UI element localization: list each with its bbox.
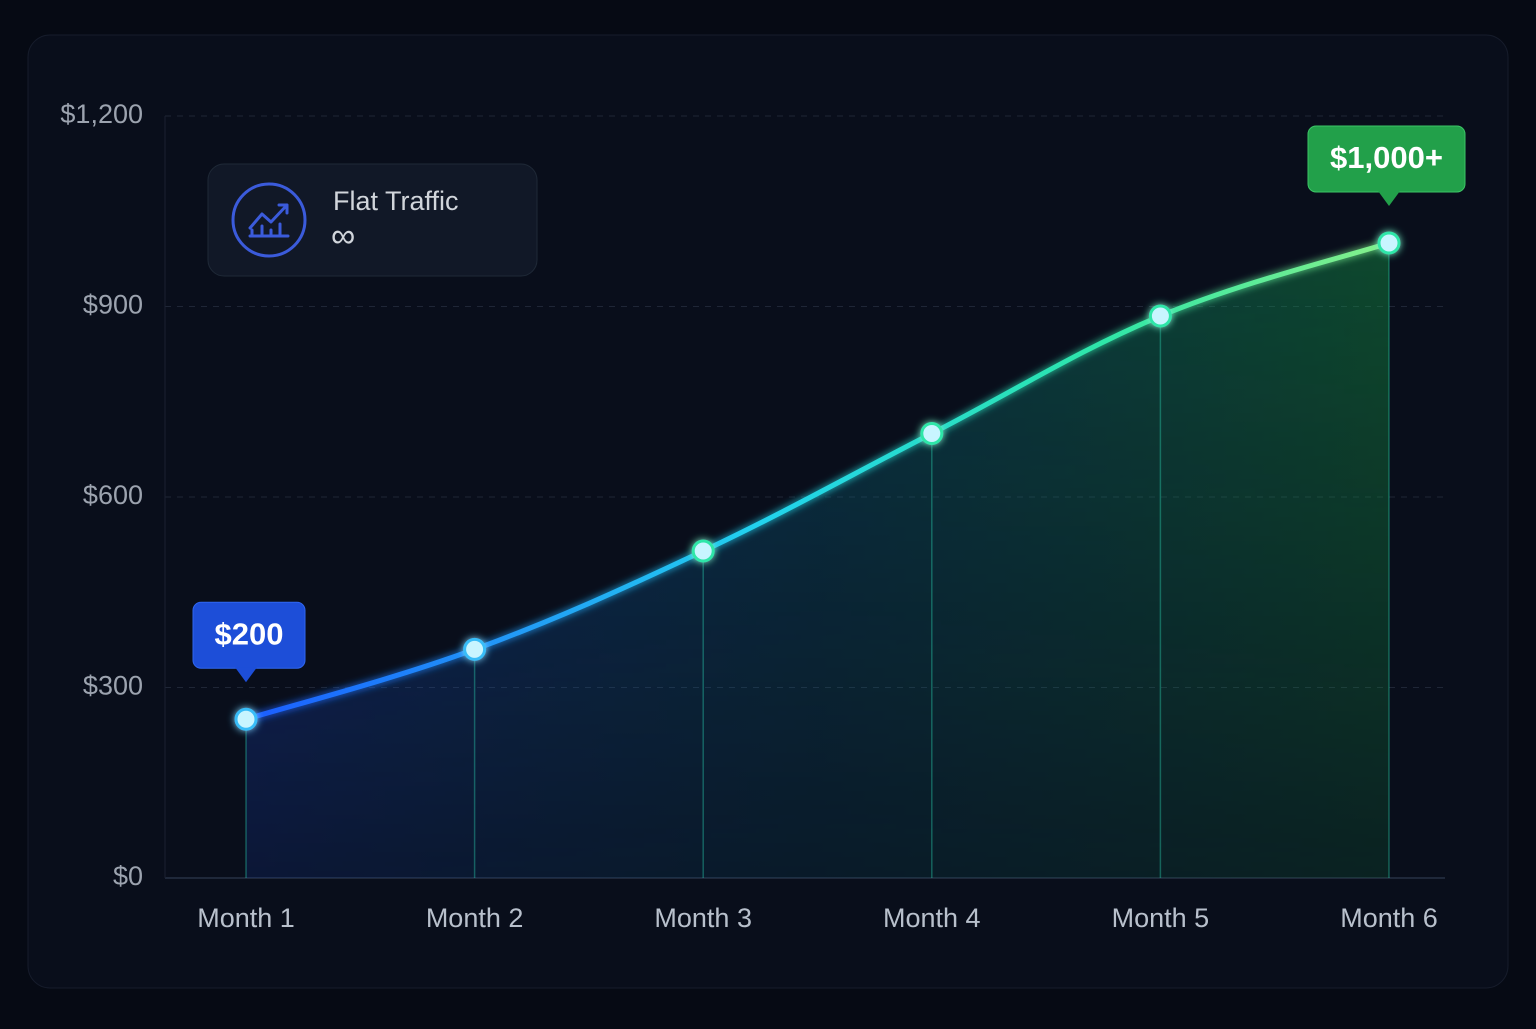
y-tick-label: $900 xyxy=(83,290,143,320)
callout-label: $1,000+ xyxy=(1330,140,1443,175)
line xyxy=(243,240,1392,722)
point xyxy=(1148,304,1172,328)
area xyxy=(246,243,1389,878)
x-tick-label: Month 1 xyxy=(197,903,295,933)
x-tick-label: Month 2 xyxy=(426,903,524,933)
x-tick-label: Month 5 xyxy=(1112,903,1210,933)
legend-symbol: ∞ xyxy=(331,217,355,255)
y-tick-label: $1,200 xyxy=(60,99,143,129)
legend-label: Flat Traffic xyxy=(333,186,459,216)
y-tick-label: $300 xyxy=(83,671,143,701)
x-tick-label: Month 3 xyxy=(654,903,752,933)
legend: Flat Traffic ∞ xyxy=(207,163,538,277)
callout: $200 xyxy=(192,601,306,683)
y-tick-label: $600 xyxy=(83,480,143,510)
point xyxy=(920,422,944,445)
point xyxy=(691,539,715,563)
legend-icon xyxy=(231,182,307,258)
legend-icon-glyph xyxy=(248,203,290,238)
callout-pointer xyxy=(235,667,257,683)
callout-label: $200 xyxy=(215,616,284,651)
x-tick-label: Month 6 xyxy=(1340,903,1438,933)
point xyxy=(1377,231,1401,255)
x-tick-label: Month 4 xyxy=(883,903,981,933)
callout: $1,000+ xyxy=(1307,125,1466,206)
point xyxy=(234,707,258,731)
point xyxy=(463,637,487,661)
y-tick-label: $0 xyxy=(113,861,143,891)
callout-pointer xyxy=(1378,191,1400,206)
